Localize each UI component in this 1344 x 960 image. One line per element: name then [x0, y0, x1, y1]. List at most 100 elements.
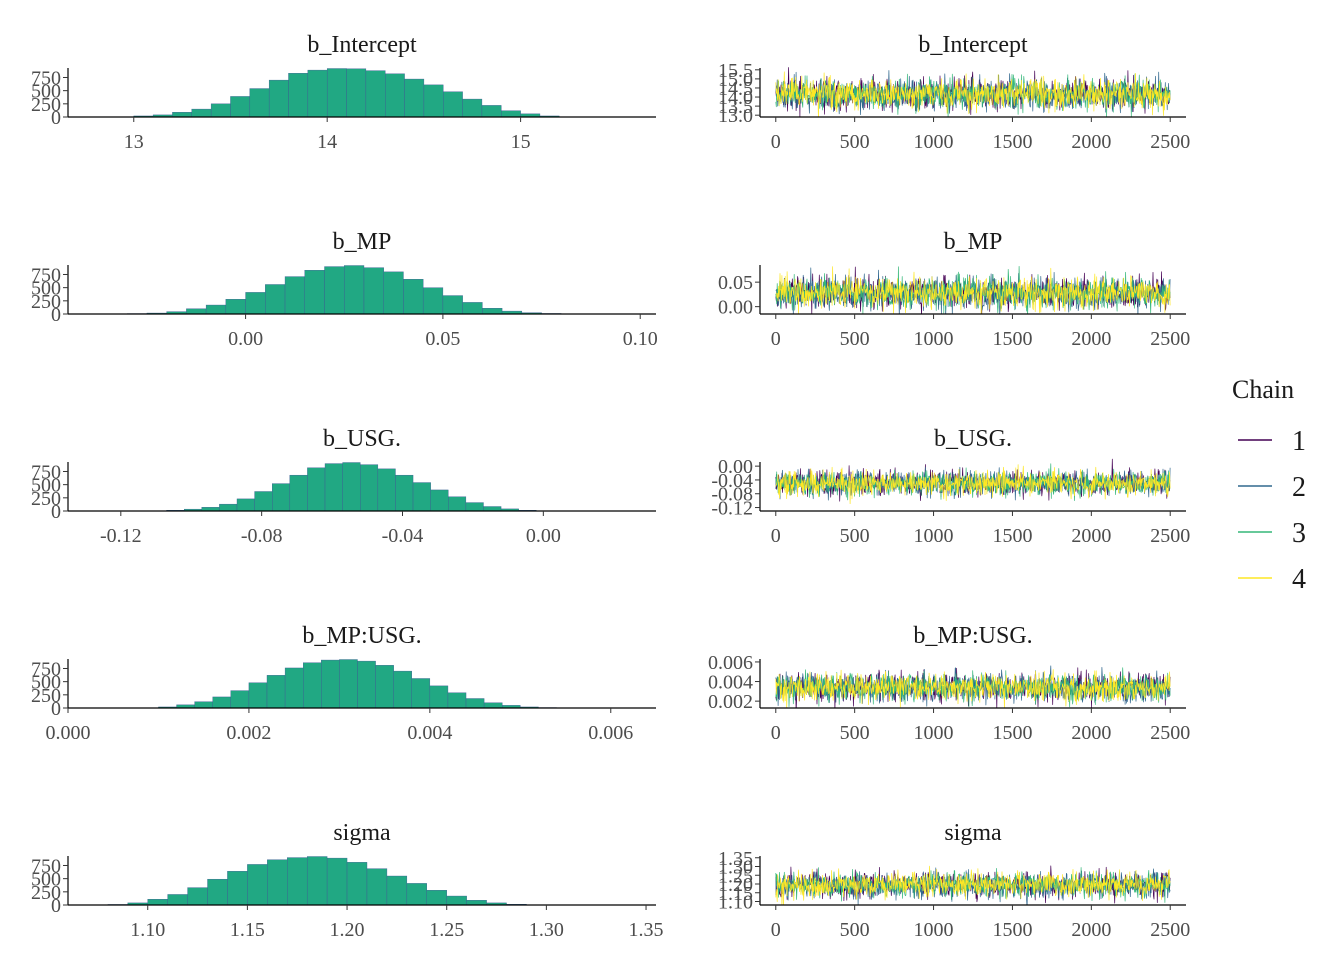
- b-intercept-hist-y-tick-label: 250: [31, 94, 61, 116]
- b-usg-hist-title: b_USG.: [323, 426, 401, 452]
- b-usg-hist-y-tick-label: 500: [31, 475, 61, 497]
- b-mp-trace-y-tick-label: 0.05: [718, 272, 753, 294]
- b-intercept-hist-bar: [346, 68, 367, 118]
- b-intercept-hist-y-tick-label: 0: [51, 107, 61, 129]
- b-mp-usg-hist-bar: [339, 659, 358, 709]
- b-mp-hist-bar: [245, 292, 266, 315]
- b-mp-trace-x-tick-label: 1500: [992, 328, 1032, 350]
- b-mp-usg-trace-x-tick-label: 0: [771, 722, 781, 744]
- b-intercept-hist-bar: [481, 105, 502, 118]
- sigma-trace-x-tick-label: 1500: [992, 919, 1032, 941]
- b-usg-hist-bar: [289, 474, 308, 512]
- b-mp-hist-x-tick-label: 0.05: [425, 328, 460, 350]
- b-mp-hist-x-tick-label: 0.00: [228, 328, 263, 350]
- b-intercept-trace-x-tick-label: 1000: [914, 131, 954, 153]
- b-intercept-hist-bar: [191, 108, 212, 118]
- b-mp-usg-hist-bar: [303, 662, 322, 709]
- sigma-hist-x-tick-label: 1.25: [429, 919, 464, 941]
- b-mp-hist-y-tick-label: 500: [31, 278, 61, 300]
- b-usg-trace-x-tick-label: 1500: [992, 525, 1032, 547]
- b-usg-trace-y-tick-label: -0.12: [711, 498, 753, 520]
- sigma-trace-y-tick-label: 1.30: [718, 857, 753, 879]
- b-intercept-hist-bar: [326, 68, 347, 118]
- b-mp-usg-hist-bar: [230, 690, 250, 709]
- b-usg-hist-bar: [272, 483, 291, 512]
- b-mp-usg-trace-y-tick-label: 0.004: [708, 672, 753, 694]
- b-mp-trace-x-tick-label: 2500: [1150, 328, 1190, 350]
- b-intercept-hist-bar: [462, 98, 483, 118]
- sigma-hist-bar: [466, 900, 487, 906]
- b-usg-trace-y-tick-label: 0.00: [718, 456, 753, 478]
- b-mp-trace-chain-4: [775, 266, 1171, 314]
- b-mp-hist-bar: [383, 271, 404, 315]
- sigma-hist-bar: [287, 857, 308, 906]
- b-mp-hist-bar: [186, 308, 207, 315]
- b-usg-trace-chain-4: [775, 464, 1171, 505]
- b-intercept-hist-bar: [365, 70, 386, 118]
- sigma-hist-x-tick-label: 1.15: [230, 919, 265, 941]
- b-intercept-hist-bar: [288, 73, 309, 118]
- sigma-hist-x-tick-label: 1.20: [330, 919, 365, 941]
- b-mp-hist-bar: [442, 295, 463, 315]
- sigma-hist-y-tick-label: 0: [51, 895, 61, 917]
- b-mp-usg-trace-y-tick-label: 0.006: [708, 652, 753, 674]
- b-mp-usg-hist-x-tick-label: 0.004: [407, 722, 452, 744]
- b-mp-trace-x-tick-label: 500: [840, 328, 870, 350]
- sigma-hist-y-tick-label: 500: [31, 869, 61, 891]
- legend-entry-1: 1: [1238, 426, 1306, 457]
- b-mp-hist-bar: [205, 304, 227, 315]
- b-usg-trace-y-tick-label: -0.04: [711, 470, 753, 492]
- b-usg-hist-bar: [219, 503, 238, 512]
- b-mp-hist-bar: [324, 266, 345, 315]
- sigma-hist-bar: [406, 883, 427, 906]
- b-usg-hist-y-tick-label: 750: [31, 461, 61, 483]
- b-usg-hist-x-tick-label: -0.12: [100, 525, 142, 547]
- b-usg-hist-x-tick-label: -0.08: [241, 525, 283, 547]
- b-mp-usg-trace-x-tick-label: 1000: [914, 722, 954, 744]
- b-mp-usg-hist-bar: [465, 698, 485, 709]
- b-mp-usg-hist-bar: [266, 675, 286, 709]
- b-intercept-trace-x-tick-label: 1500: [992, 131, 1032, 153]
- b-mp-usg-trace-panel: b_MP:USG. 0 500 1000 1500 2000 2500 0.0020.0040…: [708, 623, 1190, 744]
- legend-entry-2: 2: [1238, 472, 1306, 503]
- b-mp-usg-trace-chain-4: [775, 669, 1171, 708]
- b-intercept-trace-x-tick-label: 500: [840, 131, 870, 153]
- b-intercept-hist-bar: [230, 96, 251, 118]
- legend-label-1: 1: [1292, 426, 1306, 457]
- b-usg-trace-panel: b_USG. 0 500 1000 1500 2000 2500 -0.12-0.08-0.0…: [711, 426, 1190, 547]
- b-mp-trace-lines: [775, 266, 1171, 314]
- b-intercept-trace-y-tick-label: 13.0: [718, 105, 753, 127]
- b-mp-hist-bar: [344, 265, 365, 315]
- b-usg-trace-lines: [775, 458, 1171, 505]
- b-intercept-hist-y-tick-label: 750: [31, 67, 61, 89]
- sigma-hist-bar: [326, 857, 348, 906]
- b-mp-usg-hist-y-tick-label: 750: [31, 658, 61, 680]
- b-mp-hist-title: b_MP: [333, 229, 392, 255]
- b-usg-hist-bar: [342, 462, 361, 512]
- sigma-hist-bar: [187, 887, 208, 906]
- b-mp-usg-trace-x-tick-label: 1500: [992, 722, 1032, 744]
- b-mp-hist-bar: [462, 302, 483, 315]
- b-usg-trace-x-tick-label: 0: [771, 525, 781, 547]
- b-intercept-hist-bar: [210, 103, 231, 118]
- b-intercept-hist-bar: [404, 78, 425, 118]
- b-mp-usg-trace-x-tick-label: 2000: [1071, 722, 1111, 744]
- b-mp-trace-x-tick-label: 1000: [914, 328, 954, 350]
- b-intercept-trace-title: b_Intercept: [918, 32, 1028, 58]
- sigma-trace-lines: [775, 865, 1171, 905]
- b-usg-hist-y-tick-label: 0: [51, 501, 61, 523]
- b-mp-trace-chain-3: [775, 266, 1171, 314]
- b-mp-hist-bar: [225, 299, 246, 315]
- b-mp-usg-hist-x-tick-label: 0.006: [588, 722, 633, 744]
- sigma-trace-y-tick-label: 1.20: [718, 874, 753, 896]
- sigma-hist-x-tick-label: 1.30: [529, 919, 564, 941]
- legend-title: Chain: [1232, 375, 1294, 404]
- sigma-trace-x-tick-label: 1000: [914, 919, 954, 941]
- b-mp-usg-hist-bar: [212, 696, 232, 709]
- b-usg-trace-x-tick-label: 500: [840, 525, 870, 547]
- legend-label-4: 4: [1292, 564, 1306, 595]
- legend-entry-4: 4: [1238, 564, 1306, 595]
- sigma-hist-bar: [207, 878, 228, 906]
